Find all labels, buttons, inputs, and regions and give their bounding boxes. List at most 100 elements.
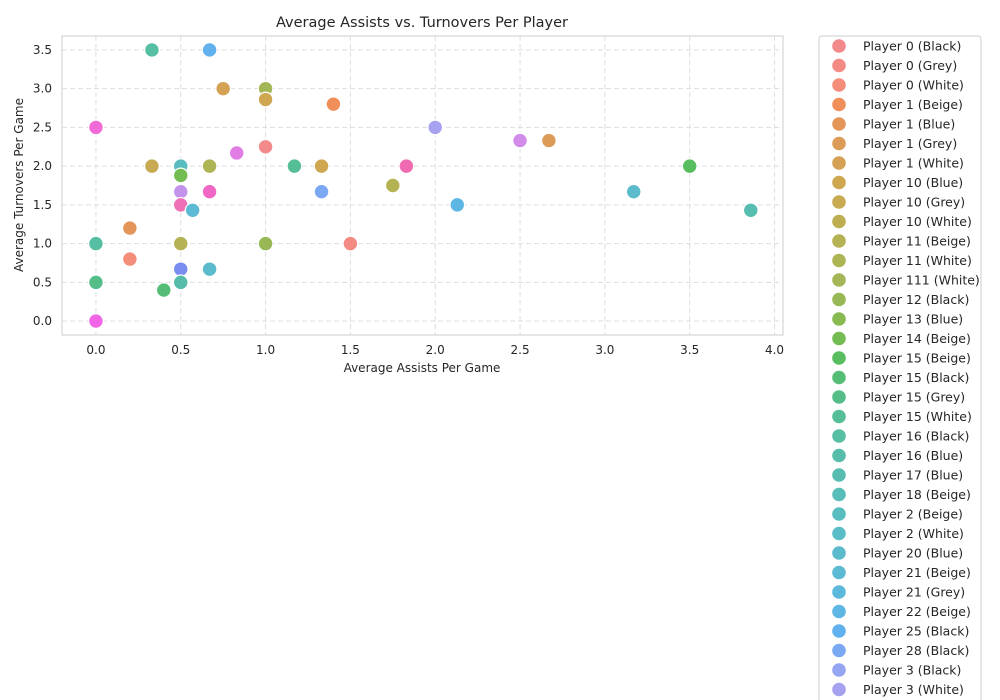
data-point — [172, 183, 189, 200]
x-tick-label: 4.0 — [765, 343, 784, 357]
legend-marker — [831, 623, 847, 639]
legend-marker — [831, 135, 847, 152]
y-tick-label: 3.0 — [33, 82, 52, 96]
data-point — [201, 261, 218, 278]
y-tick-label: 1.5 — [33, 198, 52, 212]
legend-label: Player 18 (Beige) — [863, 487, 971, 502]
data-point — [201, 42, 218, 58]
data-point — [257, 235, 274, 252]
legend-marker — [831, 545, 847, 561]
legend-marker — [831, 642, 847, 659]
data-point — [681, 158, 698, 175]
x-tick-label: 0.0 — [86, 343, 105, 357]
legend-label: Player 1 (Blue) — [863, 117, 955, 132]
legend-label: Player 25 (Black) — [863, 624, 969, 639]
legend-marker — [831, 564, 847, 581]
data-point — [172, 167, 189, 184]
legend-label: Player 1 (White) — [863, 156, 964, 171]
data-point — [172, 274, 189, 291]
data-point — [512, 132, 528, 149]
legend-label: Player 15 (Beige) — [863, 351, 971, 366]
legend-marker — [831, 291, 847, 308]
data-points — [88, 42, 759, 329]
legend-marker — [831, 174, 847, 191]
data-point — [228, 145, 245, 161]
legend-marker — [831, 447, 847, 464]
legend-marker — [831, 486, 847, 503]
x-tick-label: 3.0 — [595, 343, 614, 357]
data-point — [172, 235, 189, 252]
legend-label: Player 3 (White) — [863, 682, 964, 697]
legend-label: Player 111 (White) — [863, 273, 980, 288]
legend-marker — [831, 96, 847, 113]
legend-label: Player 2 (White) — [863, 526, 964, 541]
data-point — [286, 158, 303, 175]
legend-marker — [831, 272, 847, 288]
legend-marker — [831, 213, 847, 230]
data-point — [540, 132, 557, 149]
legend-label: Player 21 (Beige) — [863, 565, 971, 580]
legend-label: Player 0 (Grey) — [863, 58, 957, 73]
legend-marker — [831, 584, 847, 600]
data-point — [398, 158, 415, 175]
legend-label: Player 21 (Grey) — [863, 585, 965, 600]
data-point — [625, 183, 642, 200]
legend-label: Player 2 (Beige) — [863, 507, 963, 522]
legend-label: Player 17 (Blue) — [863, 468, 963, 483]
data-point — [155, 282, 172, 298]
legend-label: Player 16 (Black) — [863, 429, 969, 444]
x-tick-label: 3.5 — [680, 343, 699, 357]
data-point — [313, 183, 330, 200]
data-point — [384, 177, 401, 194]
data-point — [184, 202, 201, 219]
legend-marker — [831, 38, 847, 54]
chart-title: Average Assists vs. Turnovers Per Player — [276, 15, 568, 31]
legend-label: Player 14 (Beige) — [863, 331, 971, 346]
legend-label: Player 0 (Black) — [863, 39, 961, 54]
data-point — [342, 235, 359, 252]
data-point — [172, 261, 189, 278]
legend-label: Player 10 (White) — [863, 214, 972, 229]
data-point — [742, 202, 759, 219]
legend-label: Player 13 (Blue) — [863, 312, 963, 327]
data-point — [88, 235, 104, 252]
y-tick-label: 0.5 — [33, 275, 52, 289]
data-point — [88, 274, 104, 291]
legend-label: Player 16 (Blue) — [863, 448, 963, 463]
legend: Player 0 (Black) Player 0 (Grey) Player 0 … — [818, 35, 982, 700]
legend-marker — [831, 369, 847, 386]
x-tick-label: 1.0 — [256, 343, 275, 357]
data-point — [427, 119, 444, 136]
legend-marker — [831, 350, 847, 366]
legend-label: Player 3 (Black) — [863, 663, 961, 678]
data-point — [257, 91, 274, 108]
data-point — [144, 42, 160, 58]
legend-label: Player 22 (Beige) — [863, 604, 971, 619]
legend-label: Player 1 (Beige) — [863, 97, 963, 112]
legend-frame — [818, 35, 982, 700]
y-tick-label: 0.0 — [33, 314, 52, 328]
legend-label: Player 11 (White) — [863, 253, 972, 268]
legend-label: Player 20 (Blue) — [863, 546, 963, 561]
y-axis-label: Average Turnovers Per Game — [12, 98, 26, 272]
legend-marker — [831, 57, 847, 74]
x-tick-label: 2.5 — [511, 343, 530, 357]
legend-marker — [831, 330, 847, 347]
legend-marker — [831, 681, 847, 698]
x-tick-label: 2.0 — [426, 343, 445, 357]
legend-marker — [831, 77, 847, 93]
legend-label: Player 15 (White) — [863, 409, 972, 424]
data-point — [121, 251, 138, 267]
x-tick-label: 1.5 — [341, 343, 360, 357]
data-point — [313, 158, 330, 175]
x-axis-ticks: 0.0 0.5 1.0 1.5 2.0 2.5 3.0 3.5 4.0 — [86, 343, 784, 357]
legend-marker — [831, 389, 847, 405]
data-point — [88, 313, 104, 329]
legend-marker — [831, 116, 847, 132]
legend-marker — [831, 603, 847, 620]
legend-marker — [831, 428, 847, 444]
y-tick-label: 2.5 — [33, 120, 52, 134]
legend-label: Player 15 (Black) — [863, 370, 969, 385]
legend-marker — [831, 233, 847, 249]
